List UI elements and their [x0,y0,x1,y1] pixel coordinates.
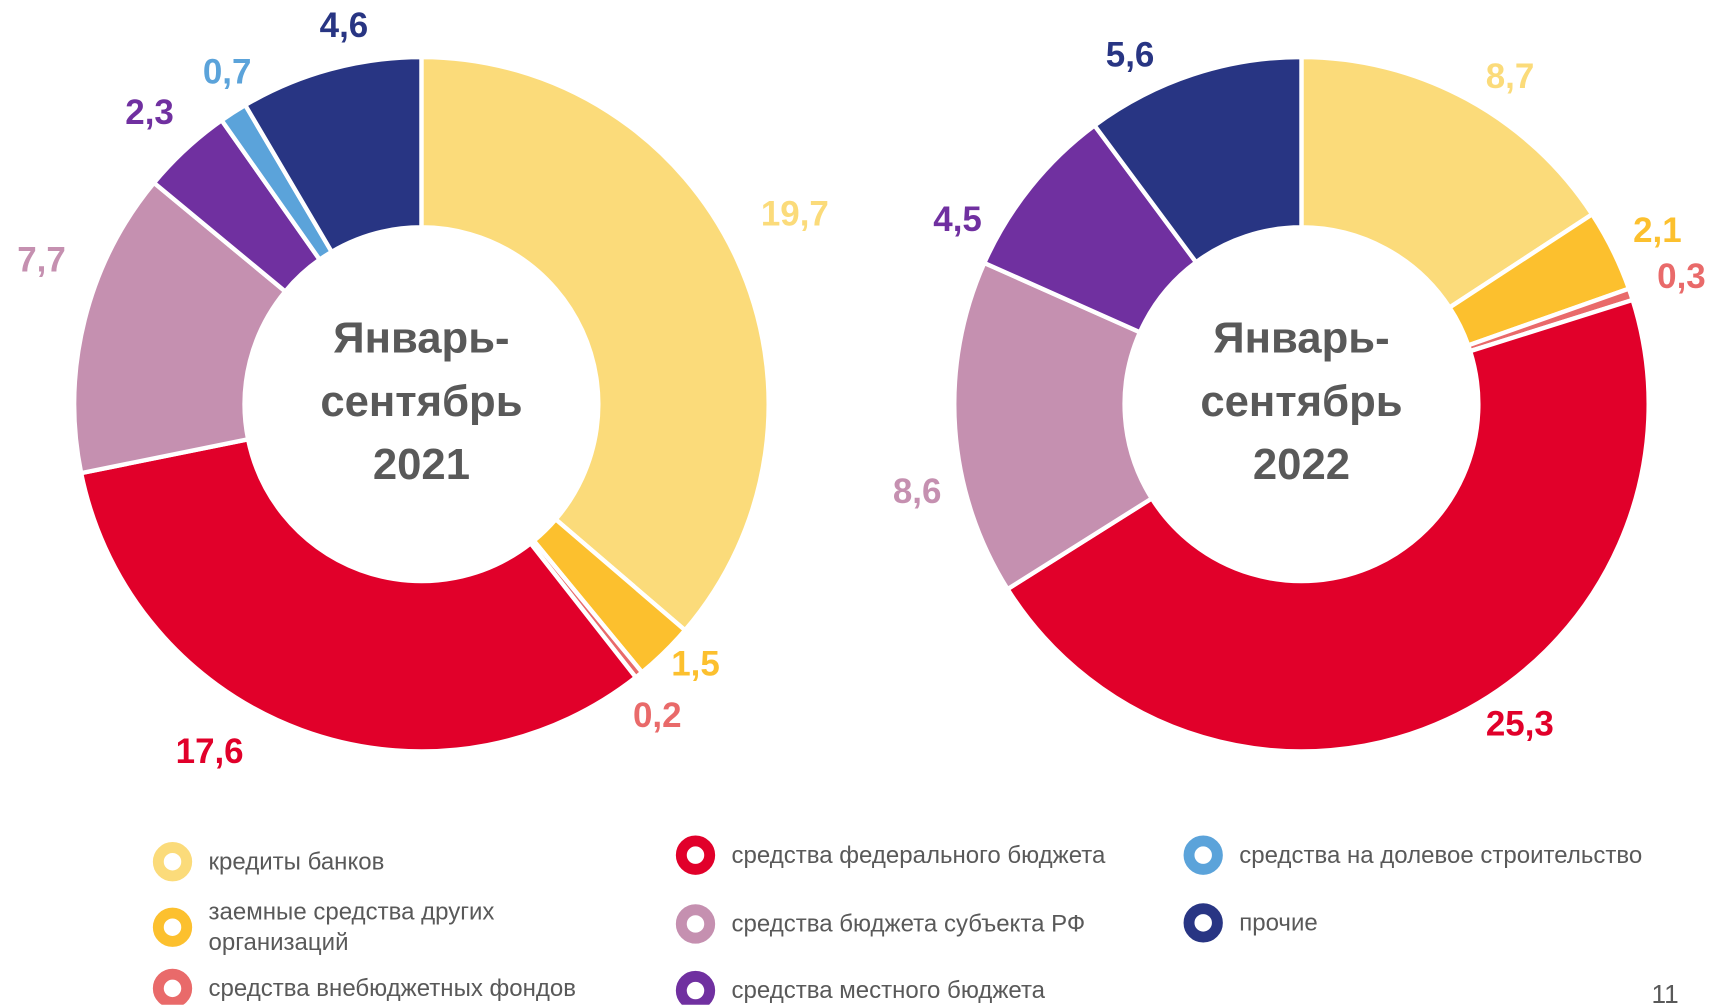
center-title: Январь- [1213,313,1389,362]
center-title: сентябрь [320,377,522,426]
donut-slice [1091,54,1304,266]
data-label: 8,6 [893,472,942,511]
legend-label: средства федерального бюджета [731,840,1106,869]
legend-marker [152,907,193,947]
data-label: 19,7 [761,195,829,234]
data-label: 25,3 [1486,705,1554,744]
legend-label: средства на долевое строительство [1239,840,1643,869]
legend-label: прочие [1239,908,1318,936]
donut-slice [72,179,289,476]
legend-marker [1183,903,1223,943]
legend-label: средства внебюджетных фондов [208,974,577,1002]
legend-label: средства местного бюджета [731,976,1046,1004]
legend-label: заемные средства других организаций [208,897,495,956]
legend-marker [675,835,716,875]
data-label: 0,3 [1657,257,1706,296]
data-label: 7,7 [17,241,66,280]
data-label: 8,7 [1486,57,1535,96]
donut-slice [952,260,1155,593]
data-label: 5,6 [1106,35,1155,74]
center-title: 2022 [1253,440,1350,489]
data-label: 4,6 [320,6,369,45]
center-title: сентябрь [1200,377,1402,426]
donut-slice [1299,54,1596,311]
data-label: 4,5 [933,200,982,239]
data-label: 0,2 [633,696,682,735]
legend-marker [152,968,193,1005]
legend-marker [1183,835,1223,875]
data-label: 2,1 [1633,211,1682,250]
legend: кредиты банков заемные средства других ор… [152,835,1643,1005]
legend-marker [152,842,193,882]
legend-marker [675,904,716,944]
page-number: 11 [1651,979,1678,1005]
donut-slice [242,54,424,255]
donut-slice [78,436,639,754]
center-title: 2021 [373,440,470,489]
legend-label: средства бюджета субъекта РФ [731,909,1086,938]
donut-slice [419,54,771,634]
data-label: 2,3 [125,93,174,132]
legend-marker [675,970,716,1005]
data-label: 17,6 [176,732,244,771]
donut-slice [1004,297,1651,754]
legend-label: кредиты банков [208,847,385,875]
center-title: Январь- [333,313,509,362]
data-label: 1,5 [671,645,720,684]
data-label: 0,7 [203,53,252,92]
